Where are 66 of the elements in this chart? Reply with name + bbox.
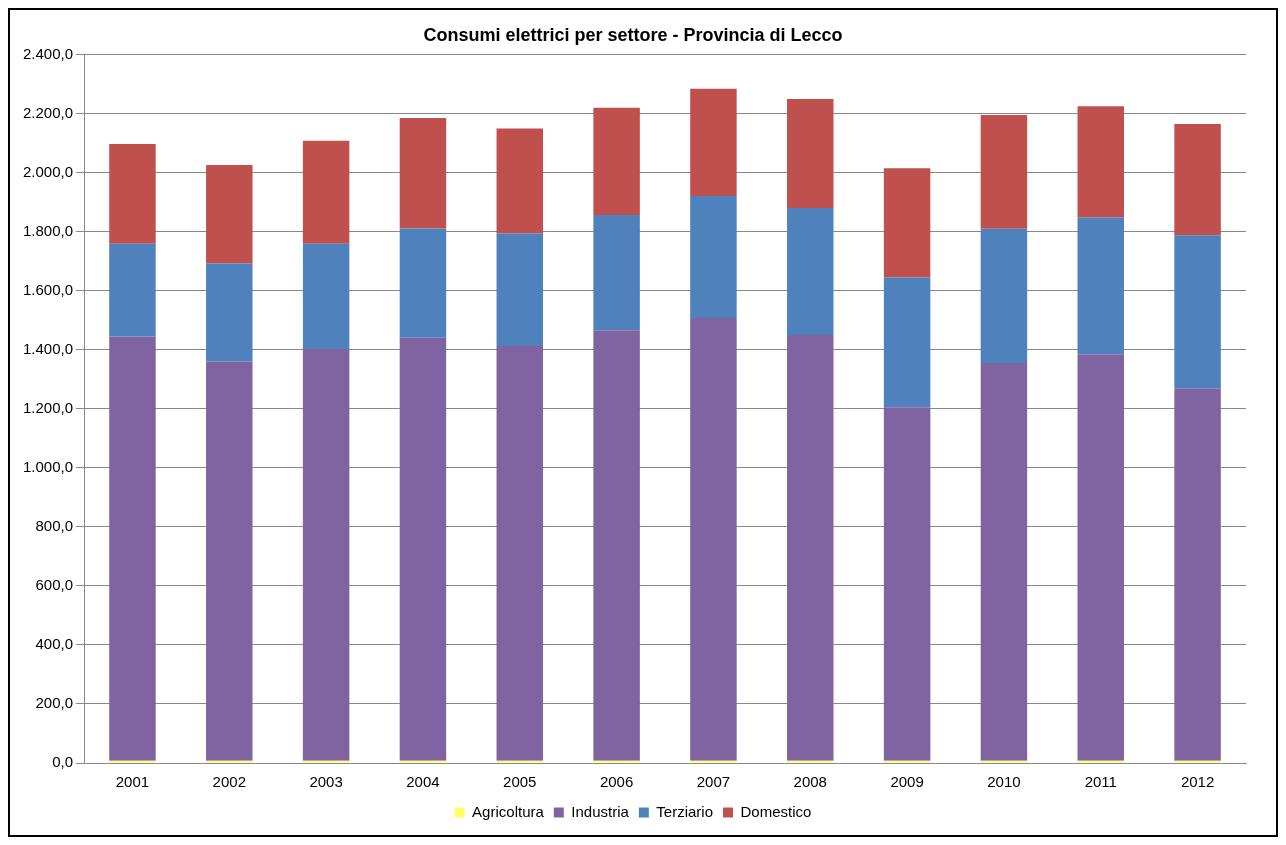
bar [787,208,834,336]
bar [593,214,640,331]
bar [593,330,640,761]
bar [206,361,253,761]
y-tick-label: 0,0 [52,753,74,771]
y-tick-label: 2.400,0 [23,44,74,62]
bar [883,277,931,408]
x-tick-label: 2003 [309,773,343,791]
x-tick-label: 2008 [793,773,827,791]
y-tick-label: 1.000,0 [23,457,74,475]
y-tick-label: 600,0 [35,576,74,594]
bar [980,115,1028,229]
bar [787,98,834,209]
legend-label: Agricoltura [472,802,545,820]
y-tick-label: 200,0 [35,694,74,712]
legend-label: Industria [571,802,630,820]
bar [690,317,737,761]
x-tick-label: 2009 [890,773,924,791]
bar [109,144,156,244]
bar [787,335,834,761]
x-tick-label: 2002 [212,773,246,791]
x-tick-label: 2001 [115,773,150,791]
x-tick-label: 2004 [406,773,440,791]
bar [496,233,544,346]
y-tick-label: 2.200,0 [23,103,74,121]
x-tick-label: 2012 [1180,773,1215,791]
x-tick-label: 2010 [987,773,1021,791]
x-tick-label: 2006 [599,773,634,791]
bar [980,228,1028,364]
bar [206,263,253,362]
bar [206,164,253,264]
bar [690,195,737,318]
y-tick-label: 2.000,0 [23,162,74,180]
bar [1174,235,1221,389]
bar [496,345,544,761]
x-tick-label: 2005 [503,773,537,791]
bar [302,348,350,761]
y-tick-label: 1.200,0 [23,398,74,416]
bar [109,243,156,337]
y-tick-label: 800,0 [35,517,74,535]
bar [1174,388,1221,761]
bar [690,88,737,196]
chart-title: Consumi elettrici per settore - Provincia di Lecco [423,24,843,45]
x-tick-label: 2011 [1084,773,1117,791]
bar [980,363,1028,761]
bar [1174,123,1221,236]
y-tick-label: 1.800,0 [23,221,74,239]
y-tick-label: 400,0 [35,635,74,653]
bar [883,407,931,761]
bar [302,140,350,244]
y-tick-label: 1.600,0 [23,280,74,298]
bar [1077,354,1124,761]
bar [593,107,640,215]
legend-label: Terziario [656,802,714,820]
bar [399,337,447,761]
x-tick-label: 2007 [696,773,731,791]
bar [302,243,350,349]
bar [496,128,544,234]
bar [109,336,156,761]
bar [1077,106,1124,218]
bar [399,118,447,229]
legend-label: Domestico [740,802,812,820]
bar [1077,217,1124,355]
bar [883,168,931,278]
bar [399,228,447,338]
y-tick-label: 1.400,0 [23,339,74,357]
